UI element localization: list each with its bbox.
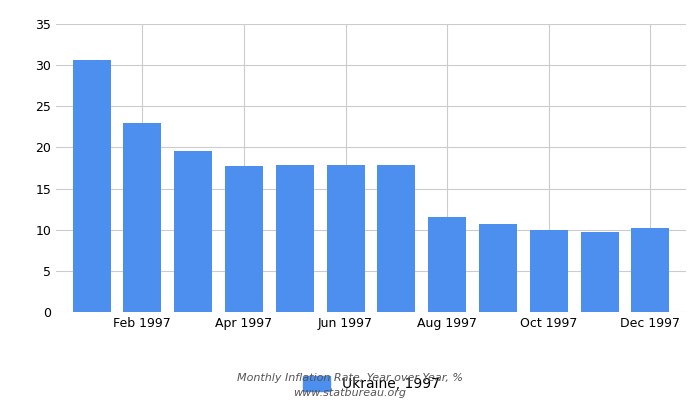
Bar <box>479 224 517 312</box>
Bar <box>428 217 466 312</box>
Bar <box>326 165 365 312</box>
Legend: Ukraine, 1997: Ukraine, 1997 <box>297 371 445 397</box>
Bar <box>631 228 669 312</box>
Bar <box>225 166 263 312</box>
Bar <box>580 232 619 312</box>
Bar <box>377 165 416 312</box>
Bar <box>174 151 212 312</box>
Bar <box>276 165 314 312</box>
Bar <box>73 60 111 312</box>
Text: Monthly Inflation Rate, Year over Year, %: Monthly Inflation Rate, Year over Year, … <box>237 373 463 383</box>
Text: www.statbureau.org: www.statbureau.org <box>293 388 407 398</box>
Bar <box>530 230 568 312</box>
Bar <box>123 123 162 312</box>
